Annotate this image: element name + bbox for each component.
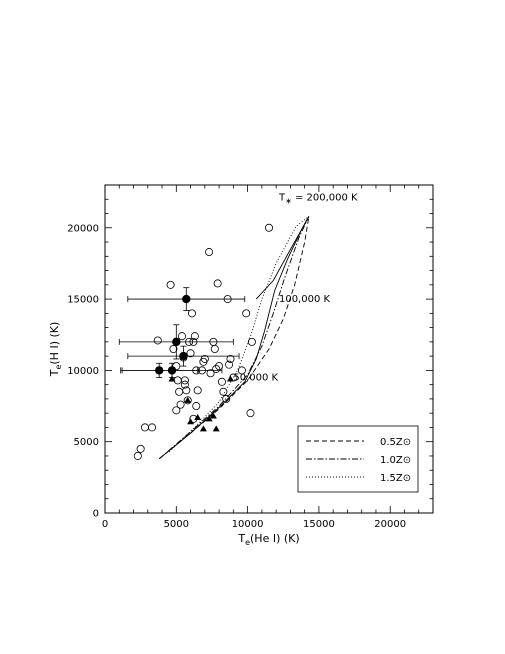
- open-circle-point: [180, 376, 189, 385]
- open-circle-point: [193, 386, 202, 395]
- x-tick-label: 15000: [303, 519, 335, 530]
- open-circle-point: [215, 362, 224, 371]
- curve-annotation: T∗ = 200,000 K: [278, 193, 358, 206]
- filled-circle-point: [172, 337, 181, 347]
- open-circle-point: [205, 248, 214, 257]
- model-curve-solid: [158, 216, 310, 460]
- open-circle-point: [169, 344, 178, 353]
- open-circle-point: [200, 354, 209, 363]
- open-circle-point: [247, 337, 256, 346]
- filled-circle-point: [167, 366, 177, 375]
- filled-triangle-point: [209, 412, 217, 419]
- open-circle-point: [153, 336, 162, 345]
- x-axis-label: Te(He I) (K): [237, 532, 299, 547]
- model-curve-solid: [255, 216, 310, 300]
- legend-label: 1.0Z⊙: [380, 455, 411, 466]
- open-circle-point: [190, 332, 199, 341]
- open-circle-point: [217, 377, 226, 386]
- model-curves: [158, 216, 310, 460]
- tick-labels: 0 5000 10000 15000 20000 0 5000 10000 15000 20000: [67, 223, 406, 530]
- y-tick-label: 5000: [74, 437, 99, 448]
- filled-triangle-point: [194, 413, 202, 420]
- y-tick-label: 0: [93, 509, 99, 520]
- open-circle-point: [210, 344, 219, 353]
- filled-triangle-point: [226, 375, 234, 382]
- open-circle-point: [264, 223, 273, 232]
- filled-triangle-point: [212, 425, 220, 432]
- open-circle-point: [166, 280, 175, 289]
- open-circle-point: [225, 360, 234, 369]
- legend-label: 0.5Z⊙: [380, 437, 411, 448]
- open-circle-point: [180, 380, 189, 389]
- plot-area: [104, 184, 434, 514]
- axis-ticks: [104, 184, 434, 514]
- open-circle-point: [136, 444, 145, 453]
- open-circle-point: [173, 376, 182, 385]
- open-circle-point: [219, 387, 228, 396]
- open-circle-point: [133, 451, 142, 460]
- open-circle-point: [148, 423, 157, 432]
- y-axis-label: Te(H I) (K): [48, 322, 63, 378]
- x-tick-label: 0: [102, 519, 108, 530]
- filled-triangle-point: [199, 425, 207, 432]
- y-tick-label: 20000: [67, 223, 99, 234]
- curve-annotation: 50,000 K: [233, 372, 278, 383]
- open-circle-point: [242, 309, 251, 318]
- open-circle-point: [175, 387, 184, 396]
- open-circle-point: [237, 366, 246, 375]
- open-circle-point: [178, 332, 187, 341]
- open-circle-point: [187, 309, 196, 318]
- open-circle-point: [186, 349, 195, 358]
- open-circle-point: [182, 386, 191, 395]
- legend: 0.5Z⊙ 1.0Z⊙ 1.5Z⊙: [297, 425, 419, 493]
- annotations: T∗ = 200,000 K 100,000 K 50,000 K: [233, 193, 358, 384]
- open-circle-point: [246, 409, 255, 418]
- open-circle-point: [172, 406, 181, 415]
- open-circle-point: [226, 354, 235, 363]
- model-curve-dashed: [158, 216, 310, 460]
- filled-triangle-point: [184, 396, 192, 403]
- open-circle-point: [212, 364, 221, 373]
- open-circle-point: [192, 402, 201, 411]
- filled-triangle-point: [205, 415, 213, 422]
- open-circle-point: [140, 423, 149, 432]
- open-circle-point: [183, 396, 192, 405]
- y-tick-label: 15000: [67, 295, 99, 306]
- y-tick-label: 10000: [67, 366, 99, 377]
- open-circle-point: [206, 369, 215, 378]
- x-tick-label: 5000: [164, 519, 189, 530]
- model-curve-dotted: [168, 216, 310, 453]
- filled-circle-point: [182, 294, 191, 304]
- filled-triangle-point: [187, 418, 195, 425]
- open-circle-point: [172, 362, 181, 371]
- x-tick-label: 10000: [232, 519, 264, 530]
- filled-triangle-point: [168, 375, 176, 382]
- x-tick-label: 20000: [374, 519, 406, 530]
- open-circle-point: [213, 279, 222, 288]
- plot-frame: [104, 184, 434, 514]
- open-circle-point: [176, 400, 185, 409]
- filled-circle-point: [179, 351, 188, 361]
- data-markers: [118, 223, 273, 460]
- open-circle-point: [222, 394, 231, 403]
- legend-label: 1.5Z⊙: [380, 473, 411, 484]
- model-curve-dashdot: [158, 216, 310, 460]
- curve-annotation: 100,000 K: [279, 294, 331, 305]
